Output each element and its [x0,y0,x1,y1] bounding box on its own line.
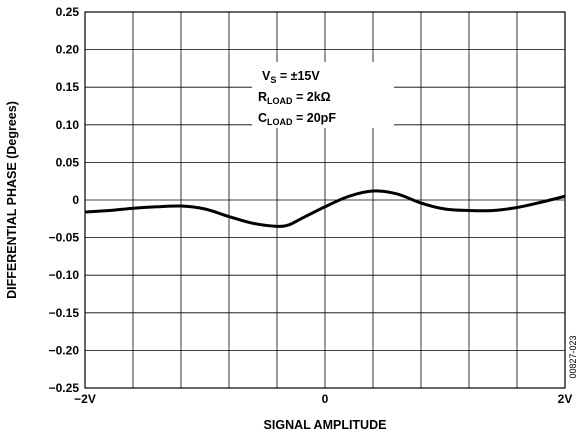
y-tick-label: 0.25 [56,5,80,19]
y-tick-label: 0.15 [56,80,80,94]
annotation-cload-rest: = 20pF [293,111,337,125]
annotation-cload-sub: LOAD [267,117,293,127]
annotation-vs-main: V [262,69,271,83]
x-tick-label: −2V [74,392,96,406]
y-tick-label: 0.20 [56,43,80,57]
y-tick-label: −0.25 [49,381,80,395]
y-tick-label: −0.10 [49,268,80,282]
x-tick-label: 0 [322,392,329,406]
y-tick-label: 0.05 [56,155,80,169]
y-tick-labels: 0.25 0.20 0.15 0.10 0.05 0 −0.05 −0.10 −0.15 −0.2… [49,5,80,395]
y-tick-label: −0.20 [49,343,80,357]
annotation-vs-rest: = ±15V [276,69,320,83]
y-tick-label: −0.15 [49,306,80,320]
series-line [84,189,566,228]
y-axis-title: DIFFERENTIAL PHASE (Degrees) [5,101,19,299]
annotation-cload: CLOAD = 20pF [258,111,336,127]
y-tick-label: −0.05 [49,231,80,245]
annotation-box: VS = ±15V RLOAD = 2kΩ CLOAD = 20pF [252,62,394,128]
series-layer [84,189,566,228]
x-axis-title: SIGNAL AMPLITUDE [264,418,387,432]
y-tick-label: 0.10 [56,118,80,132]
annotation-rload-main: R [258,90,267,104]
figure-id: 00827-023 [568,335,578,378]
annotation-rload-sub: LOAD [267,96,293,106]
x-tick-labels: −2V 0 2V [74,392,572,406]
plot-frame [84,11,566,389]
annotation-vs: VS = ±15V [262,69,320,85]
annotation-vs-sub: S [270,75,276,85]
x-tick-label: 2V [558,392,573,406]
annotation-background [252,62,394,128]
annotation-cload-main: C [258,111,267,125]
annotation-rload: RLOAD = 2kΩ [258,90,331,106]
annotation-rload-rest: = 2kΩ [293,90,331,104]
y-tick-label: 0 [72,193,79,207]
